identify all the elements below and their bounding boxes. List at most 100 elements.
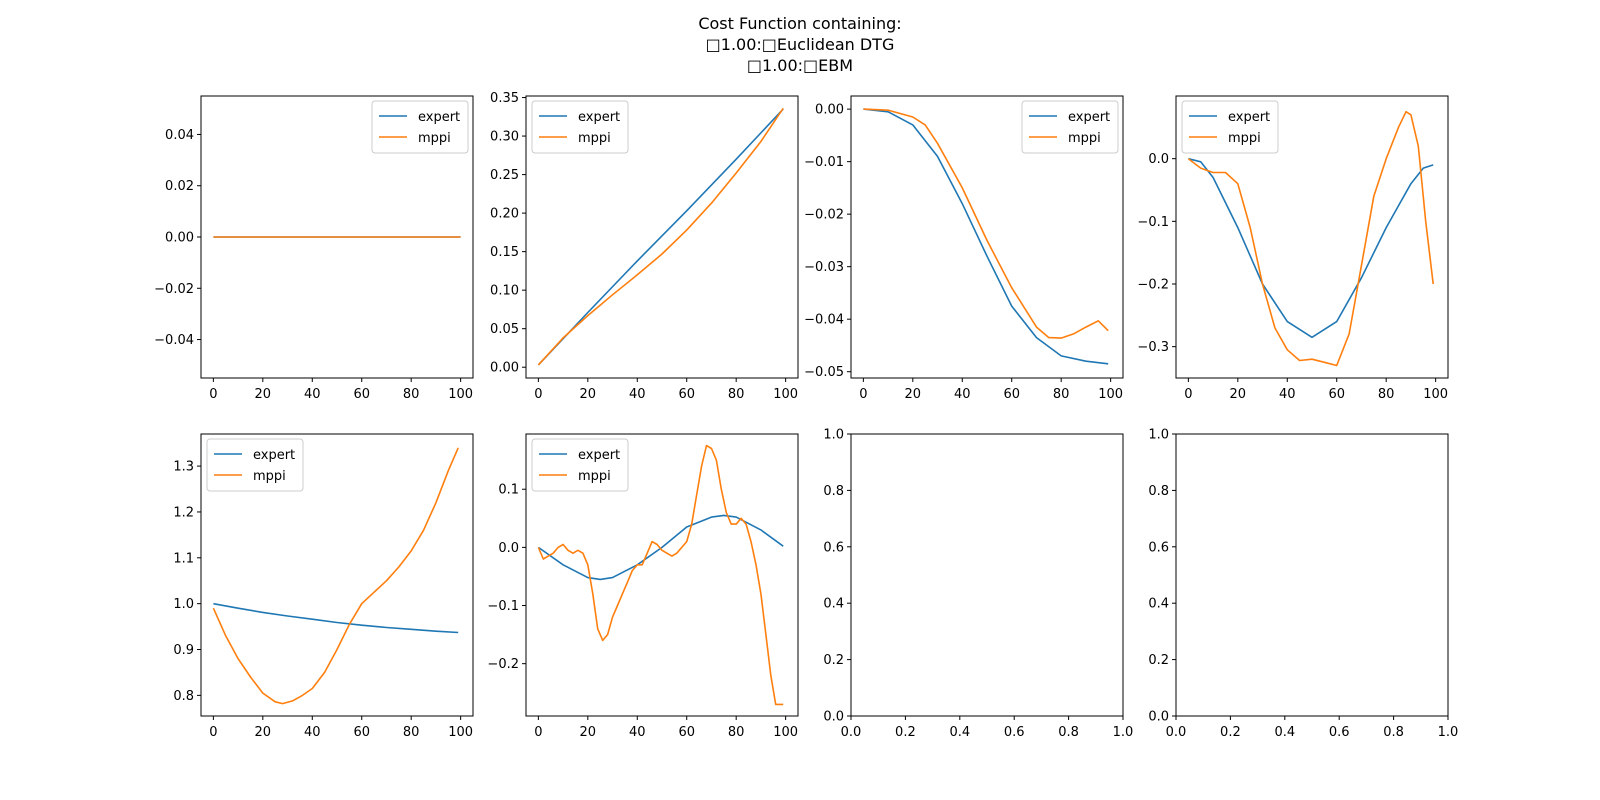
title-line-2: □1.00:□Euclidean DTG bbox=[706, 35, 895, 54]
plot-frame bbox=[200, 433, 474, 717]
x-tick-label: 1.0 bbox=[1438, 725, 1459, 740]
y-tick-label: 0.8 bbox=[1148, 484, 1169, 499]
legend-label-mppi: mppi bbox=[418, 131, 451, 146]
x-tick-label: 0.0 bbox=[1166, 725, 1187, 740]
legend: expert mppi bbox=[531, 438, 629, 492]
y-tick-label: −0.02 bbox=[804, 208, 844, 223]
x-tick-label: 80 bbox=[728, 387, 745, 402]
legend-label-expert: expert bbox=[578, 448, 620, 463]
plot-frame bbox=[525, 433, 799, 717]
x-tick-label: 0 bbox=[209, 725, 217, 740]
y-tick-label: 0.4 bbox=[1148, 597, 1169, 612]
title-line-1: Cost Function containing: bbox=[698, 14, 901, 33]
y-tick-label: 0.25 bbox=[490, 168, 519, 183]
y-tick-label: 0.2 bbox=[1148, 653, 1169, 668]
y-tick-label: −0.2 bbox=[1137, 278, 1169, 293]
x-tick-label: 60 bbox=[353, 725, 370, 740]
y-tick-label: 0.9 bbox=[173, 643, 194, 658]
series-group bbox=[212, 447, 459, 705]
legend-label-mppi: mppi bbox=[1228, 131, 1261, 146]
y-tick-label: 0.0 bbox=[498, 541, 519, 556]
y-tick-label: −0.04 bbox=[154, 333, 194, 348]
y-tick-label: 0.05 bbox=[490, 322, 519, 337]
x-tick-label: 60 bbox=[1328, 387, 1345, 402]
subplots: 0 20 40 60 80 100−0.04−0.020.000.020.04expert… bbox=[154, 91, 1458, 740]
legend-box bbox=[206, 438, 304, 492]
subplot-4: 0 20 40 60 80 100 0.0 −0.1 −0.2 −0.3 expert mppi bbox=[1137, 95, 1449, 402]
x-tick-label: 0 bbox=[1184, 387, 1192, 402]
y-tick-label: 0.2 bbox=[823, 653, 844, 668]
series-group bbox=[537, 444, 784, 706]
x-tick-label: 20 bbox=[580, 725, 597, 740]
series-line-expert bbox=[863, 108, 1109, 365]
legend-box bbox=[371, 100, 469, 154]
y-tick-label: 0.10 bbox=[490, 284, 519, 299]
legend-label-mppi: mppi bbox=[1068, 131, 1101, 146]
plot-frame bbox=[1175, 433, 1449, 717]
x-tick-label: 100 bbox=[1423, 387, 1448, 402]
y-tick-label: −0.05 bbox=[804, 365, 844, 380]
series-line-expert bbox=[1188, 157, 1434, 339]
legend-label-expert: expert bbox=[418, 110, 460, 125]
title-line-3: □1.00:□EBM bbox=[747, 56, 853, 75]
y-tick-label: 0.6 bbox=[823, 540, 844, 555]
legend-label-mppi: mppi bbox=[253, 469, 286, 484]
x-tick-label: 1.0 bbox=[1113, 725, 1134, 740]
y-tick-label: 0.02 bbox=[165, 179, 194, 194]
y-tick-label: 0.00 bbox=[490, 361, 519, 376]
subplot-2: 0 20 40 60 80 100 0.00 0.05 0.10 0.15 0.20 0.25 0.30… bbox=[490, 91, 799, 402]
subplot-8: 0.0 0.2 0.4 0.6 0.8 1.0 0.0 0.2 0.4 0.6 0.8 1.0 bbox=[1148, 428, 1458, 741]
y-tick-label: −0.03 bbox=[804, 260, 844, 275]
y-tick-label: 0.35 bbox=[490, 91, 519, 106]
legend-label-expert: expert bbox=[578, 110, 620, 125]
x-tick-label: 60 bbox=[678, 387, 695, 402]
series-line-expert bbox=[537, 514, 784, 581]
series-group bbox=[1187, 110, 1434, 367]
x-tick-label: 40 bbox=[304, 387, 321, 402]
y-tick-label: 0.00 bbox=[165, 231, 194, 246]
legend: expert mppi bbox=[206, 438, 304, 492]
series-line-mppi bbox=[1187, 110, 1434, 367]
y-tick-label: 0.1 bbox=[498, 483, 519, 498]
y-tick-label: 0.00 bbox=[815, 103, 844, 118]
series-group bbox=[537, 107, 784, 366]
x-tick-label: 0 bbox=[534, 387, 542, 402]
x-tick-label: 0.0 bbox=[841, 725, 862, 740]
x-tick-label: 100 bbox=[1098, 387, 1123, 402]
series-line-mppi bbox=[863, 108, 1109, 339]
series-line-expert bbox=[213, 602, 459, 634]
y-tick-label: −0.2 bbox=[487, 657, 519, 672]
subplot-5: 0 20 40 60 80 100 0.8 0.9 1.0 1.1 1.2 1.3 expert mppi bbox=[173, 433, 474, 740]
legend-label-expert: expert bbox=[1068, 110, 1110, 125]
y-tick-label: 1.3 bbox=[173, 460, 194, 475]
y-tick-label: 0.15 bbox=[490, 245, 519, 260]
y-tick-label: 1.0 bbox=[1148, 428, 1169, 443]
x-tick-label: 0 bbox=[859, 387, 867, 402]
series-line-mppi bbox=[537, 107, 784, 366]
x-tick-label: 20 bbox=[905, 387, 922, 402]
x-tick-label: 60 bbox=[353, 387, 370, 402]
y-tick-label: 0.0 bbox=[1148, 152, 1169, 167]
x-tick-label: 40 bbox=[629, 725, 646, 740]
y-tick-label: 0.8 bbox=[173, 689, 194, 704]
x-tick-label: 100 bbox=[773, 725, 798, 740]
legend: expert mppi bbox=[1021, 100, 1119, 154]
plot-frame bbox=[1175, 95, 1449, 379]
x-tick-label: 100 bbox=[448, 387, 473, 402]
x-tick-label: 80 bbox=[403, 725, 420, 740]
x-tick-label: 80 bbox=[1378, 387, 1395, 402]
y-tick-label: −0.3 bbox=[1137, 340, 1169, 355]
subplot-7: 0.0 0.2 0.4 0.6 0.8 1.0 0.0 0.2 0.4 0.6 0.8 1.0 bbox=[823, 428, 1133, 741]
y-tick-label: −0.02 bbox=[154, 282, 194, 297]
figure-title: Cost Function containing: □1.00:□Euclide… bbox=[698, 14, 901, 75]
x-tick-label: 0.8 bbox=[1383, 725, 1404, 740]
legend: expert mppi bbox=[1181, 100, 1279, 154]
x-tick-label: 60 bbox=[678, 725, 695, 740]
x-tick-label: 0.4 bbox=[949, 725, 970, 740]
legend-box bbox=[1181, 100, 1279, 154]
legend-box bbox=[531, 438, 629, 492]
x-tick-label: 80 bbox=[403, 387, 420, 402]
plot-frame bbox=[850, 95, 1124, 379]
x-tick-label: 0.4 bbox=[1274, 725, 1295, 740]
